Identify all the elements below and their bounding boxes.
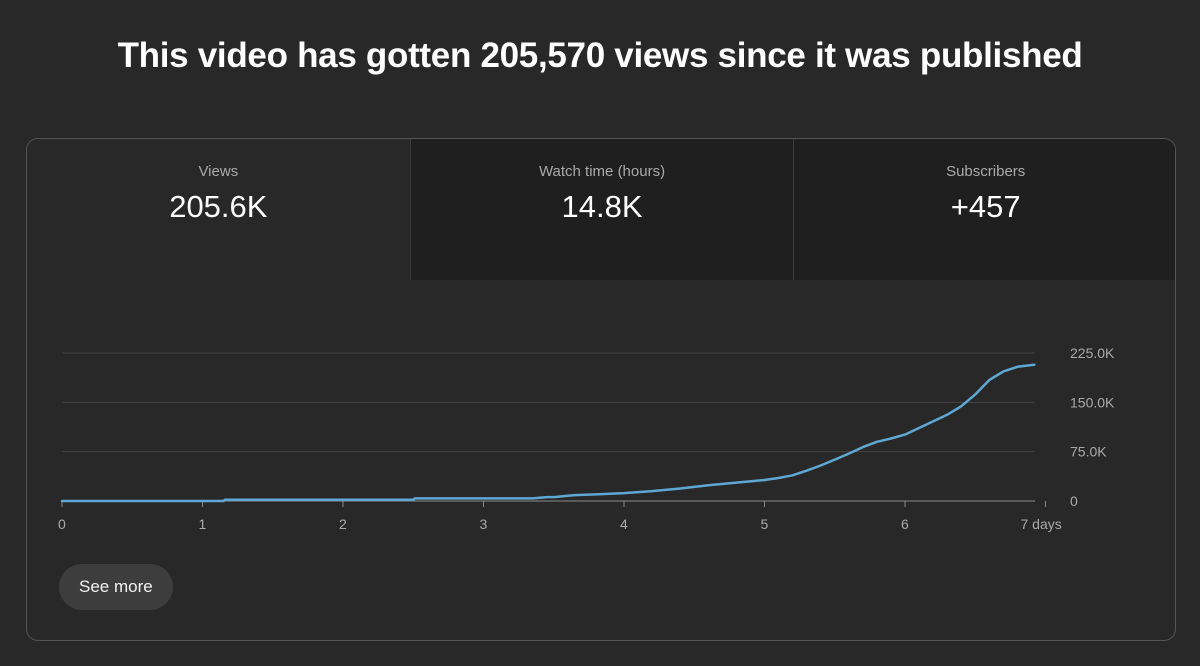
- see-more-button[interactable]: See more: [59, 564, 173, 610]
- analytics-card: Views 205.6K Watch time (hours) 14.8K Su…: [26, 138, 1176, 641]
- x-tick-label: 6: [901, 516, 909, 532]
- tab-views-label: Views: [198, 163, 239, 180]
- y-tick-label: 150.0K: [1070, 394, 1115, 410]
- x-tick-label: 3: [480, 516, 488, 532]
- tab-watch-time-label: Watch time (hours): [538, 163, 666, 180]
- x-tick-label: 2: [339, 516, 347, 532]
- tab-views-value: 205.6K: [169, 189, 268, 224]
- tab-subscribers-value: +457: [950, 189, 1021, 224]
- x-tick-label: 4: [620, 516, 628, 532]
- page-headline: This video has gotten 205,570 views sinc…: [117, 36, 1083, 75]
- x-tick-label: 0: [58, 516, 66, 532]
- metric-tabs: Views 205.6K Watch time (hours) 14.8K Su…: [27, 139, 1175, 280]
- tab-subscribers-label: Subscribers: [946, 163, 1026, 180]
- tab-subscribers[interactable]: Subscribers +457: [793, 139, 1175, 280]
- tab-views[interactable]: Views 205.6K: [27, 139, 410, 280]
- x-tick-label: 7 days: [1021, 516, 1062, 532]
- y-tick-label: 225.0K: [1070, 345, 1115, 361]
- x-tick-label: 5: [761, 516, 769, 532]
- tab-watch-time-value: 14.8K: [561, 189, 643, 224]
- views-series-line: [60, 363, 1036, 503]
- y-tick-label: 0: [1070, 493, 1078, 509]
- tab-watch-time[interactable]: Watch time (hours) 14.8K: [409, 139, 794, 280]
- views-line-chart[interactable]: 0 75.0K 150.0K 225.0K 0 1 2 3 4 5 6 7 days: [27, 280, 1176, 540]
- x-tick-label: 1: [199, 516, 207, 532]
- y-tick-label: 75.0K: [1070, 444, 1107, 460]
